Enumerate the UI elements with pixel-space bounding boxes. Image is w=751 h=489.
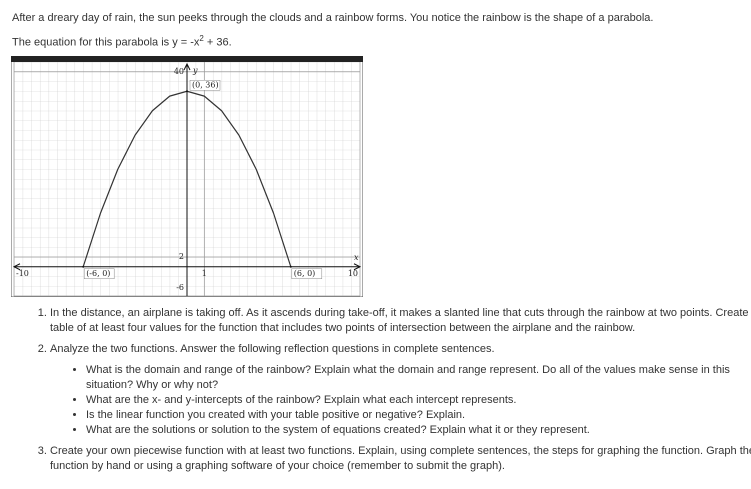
point xyxy=(186,90,188,93)
question-list: In the distance, an airplane is taking o… xyxy=(28,306,751,480)
annotation-box xyxy=(189,80,221,91)
axis-arrow xyxy=(353,263,362,271)
question: In the distance, an airplane is taking o… xyxy=(50,306,751,336)
point xyxy=(82,265,85,268)
equation-exponent: 2 xyxy=(199,34,204,43)
equation-text: The equation for this parabola is y = -x… xyxy=(12,34,232,49)
annotation-box xyxy=(291,268,323,279)
graph: y x -10 1 10 -6 2 40 (0, 36) (-6, 0) (6, 0) xyxy=(11,56,363,297)
y-axis-label: y xyxy=(192,66,198,75)
equation-before: The equation for this parabola is y = -x xyxy=(12,36,200,49)
x-tick-label: -10 xyxy=(16,269,29,278)
y-tick-label: 2 xyxy=(179,252,184,261)
axis-arrow xyxy=(183,62,191,71)
question-text: In the distance, an airplane is taking o… xyxy=(50,307,751,334)
bullet-item: What are the x- and y-intercepts of the … xyxy=(86,393,751,408)
bullet-item: What are the solutions or solution to th… xyxy=(86,423,751,438)
bullet-list: What is the domain and range of the rain… xyxy=(50,363,751,438)
bullet-item: Is the linear function you created with … xyxy=(86,408,751,423)
y-tick-label: -6 xyxy=(176,283,184,292)
question-text: Create your own piecewise function with … xyxy=(50,445,751,472)
x-axis-label: x xyxy=(354,253,359,262)
question: Create your own piecewise function with … xyxy=(50,444,751,474)
question-text: Analyze the two functions. Answer the fo… xyxy=(50,343,495,355)
x-tick-label: 10 xyxy=(348,269,358,278)
question: Analyze the two functions. Answer the fo… xyxy=(50,342,751,438)
equation-after: + 36. xyxy=(203,36,232,49)
annotation: (6, 0) xyxy=(294,269,316,278)
y-tick-label: 40 xyxy=(174,67,184,76)
annotation-box xyxy=(83,268,115,279)
annotation: (0, 36) xyxy=(192,80,219,89)
intro-text: After a dreary day of rain, the sun peek… xyxy=(12,12,654,24)
x-tick-label: 1 xyxy=(202,269,207,278)
top-bar xyxy=(11,56,363,62)
axis-arrow xyxy=(12,263,21,271)
annotation: (-6, 0) xyxy=(86,269,110,278)
point xyxy=(289,265,292,268)
bullet-item: What is the domain and range of the rain… xyxy=(86,363,751,393)
